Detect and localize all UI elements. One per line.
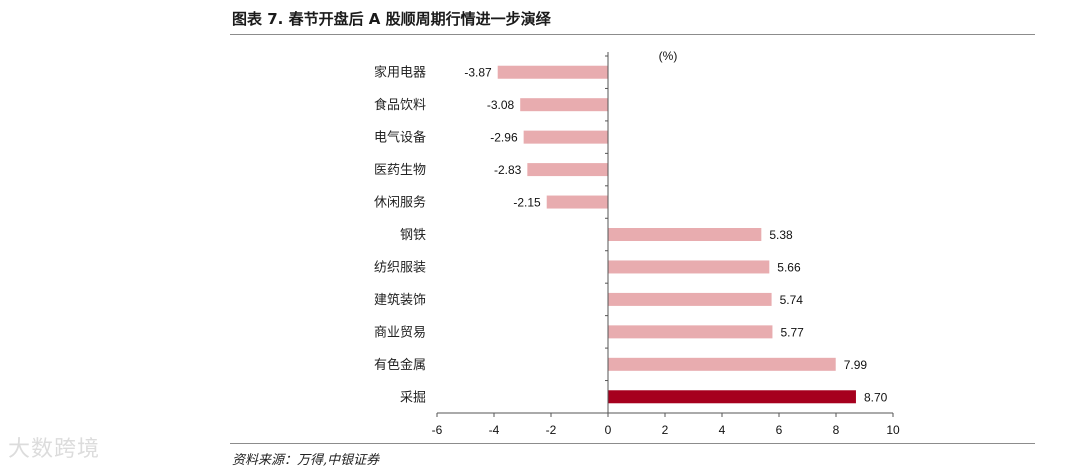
bar — [608, 357, 836, 371]
category-label: 建筑装饰 — [374, 292, 426, 308]
value-label: -3.87 — [464, 66, 492, 80]
labels-group: 家用电器 -3.87 食品饮料 -3.08 电气设备 -2.96 医药生物 -2.83 休闲服务… — [374, 49, 900, 437]
bar — [608, 325, 773, 339]
category-label: 食品饮料 — [374, 97, 426, 113]
x-tick-label: 4 — [719, 423, 726, 437]
value-label: 5.38 — [769, 228, 793, 242]
bar — [608, 260, 770, 274]
chart-title: 图表 7. 春节开盘后 A 股顺周期行情进一步演绎 — [232, 10, 551, 28]
watermark: 大数跨境 — [8, 437, 101, 462]
bar — [523, 130, 608, 144]
category-label: 采掘 — [400, 390, 426, 405]
value-label: 5.66 — [777, 260, 801, 274]
x-tick-label: 8 — [833, 423, 840, 437]
bar — [546, 195, 608, 209]
value-label: 7.99 — [844, 358, 868, 372]
bar — [527, 163, 608, 177]
category-label: 医药生物 — [374, 163, 426, 178]
title-divider — [230, 34, 1035, 35]
x-tick-label: 2 — [662, 423, 669, 437]
footer-divider — [230, 443, 1035, 444]
bar — [608, 390, 856, 404]
category-label: 家用电器 — [374, 65, 426, 81]
x-tick-label: -6 — [432, 423, 443, 437]
bar — [608, 228, 762, 241]
value-label: -3.08 — [487, 98, 515, 112]
category-label: 钢铁 — [400, 228, 426, 243]
value-label: 5.77 — [780, 325, 804, 339]
bars-group — [497, 65, 856, 404]
category-label: 休闲服务 — [374, 195, 426, 211]
value-label: 8.70 — [864, 390, 888, 404]
category-label: 有色金属 — [374, 357, 426, 373]
category-label: 电气设备 — [374, 130, 426, 146]
value-label: 5.74 — [780, 293, 804, 307]
source-note: 资料来源：万得,中银证券 — [232, 453, 380, 468]
category-label: 商业贸易 — [374, 325, 426, 340]
bar — [608, 292, 772, 306]
x-tick-label: 6 — [776, 423, 783, 437]
axes-group — [436, 52, 894, 417]
value-label: -2.96 — [490, 131, 518, 145]
bar — [520, 98, 608, 112]
unit-label: (%) — [659, 49, 678, 63]
value-label: -2.83 — [494, 163, 522, 177]
value-label: -2.15 — [513, 196, 541, 210]
bar — [497, 65, 608, 79]
x-tick-label: 0 — [605, 423, 612, 437]
x-tick-label: 10 — [886, 423, 900, 437]
x-tick-label: -2 — [546, 423, 557, 437]
category-label: 纺织服装 — [374, 260, 426, 275]
x-tick-label: -4 — [489, 423, 500, 437]
